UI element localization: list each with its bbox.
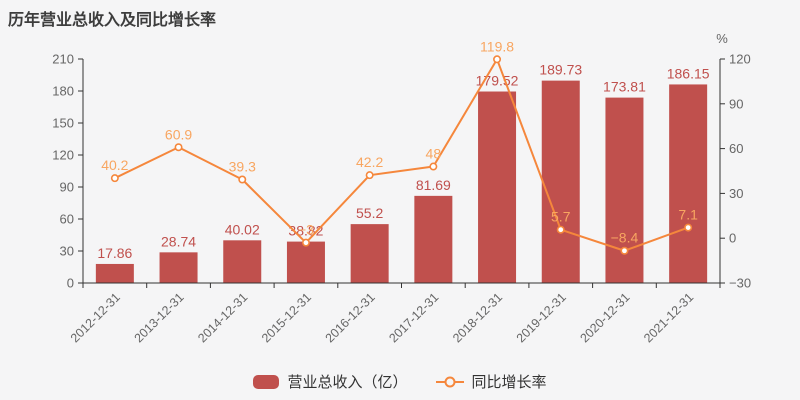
growth-point: [301, 238, 310, 247]
point-value-label: 39.3: [229, 159, 256, 175]
x-axis-label: 2012-12-31: [68, 290, 123, 345]
revenue-bar: [286, 241, 325, 283]
x-axis-label: 2013-12-31: [132, 290, 187, 345]
revenue-bar: [605, 97, 644, 284]
revenue-bar: [541, 80, 580, 283]
revenue-bar: [223, 240, 262, 283]
chart-title: 历年营业总收入及同比增长率: [8, 12, 217, 29]
growth-point: [238, 175, 247, 184]
x-axis-label: 2017-12-31: [386, 290, 441, 345]
left-axis-tick-label: 60: [60, 212, 74, 227]
right-axis-tick-label: 30: [729, 186, 743, 201]
right-axis-unit: %: [716, 31, 728, 46]
left-axis-tick-label: 210: [52, 52, 74, 67]
growth-point: [174, 143, 183, 152]
growth-point: [493, 55, 502, 64]
legend-label-growth: 同比增长率: [471, 374, 547, 391]
legend-item-growth[interactable]: 同比增长率: [435, 371, 547, 392]
bar-value-label: 173.81: [603, 79, 646, 95]
point-value-label: 7.1: [678, 207, 698, 223]
point-value-label: 5.7: [551, 209, 571, 225]
point-value-label: −3: [298, 222, 314, 238]
left-axis-tick-label: 30: [60, 244, 74, 259]
point-value-label: 42.2: [356, 154, 383, 170]
growth-point: [684, 223, 693, 232]
x-axis-label: 2018-12-31: [450, 290, 505, 345]
bar-value-label: 55.2: [356, 205, 383, 221]
revenue-bar: [350, 224, 389, 283]
growth-point: [429, 162, 438, 171]
right-axis-tick-label: 90: [729, 96, 743, 111]
bar-value-label: 81.69: [416, 177, 451, 193]
line-swatch-circle: [444, 376, 455, 387]
x-axis-label: 2019-12-31: [514, 290, 569, 345]
growth-line: [114, 58, 689, 252]
left-axis-tick-label: 120: [52, 148, 74, 163]
point-value-label: −8.4: [611, 230, 639, 246]
bar-value-label: 40.02: [225, 221, 260, 237]
right-axis-tick-label: 120: [729, 52, 751, 67]
point-value-label: 60.9: [165, 126, 192, 142]
growth-point: [556, 225, 565, 234]
x-axis-label: 2020-12-31: [577, 290, 632, 345]
bar-value-label: 17.86: [97, 245, 132, 261]
left-axis-tick-label: 90: [60, 180, 74, 195]
right-axis-tick-label: −30: [729, 276, 751, 291]
line-swatch-icon: [435, 376, 464, 388]
x-axis-label: 2021-12-31: [641, 290, 696, 345]
growth-point: [110, 174, 119, 183]
left-axis-tick-label: 150: [52, 116, 74, 131]
point-value-label: 119.8: [480, 38, 514, 54]
x-axis-label: 2015-12-31: [259, 290, 314, 345]
left-axis-tick-label: 180: [52, 84, 74, 99]
legend-label-revenue: 营业总收入（亿）: [287, 374, 408, 391]
point-value-label: 40.2: [101, 157, 128, 173]
revenue-bar: [159, 252, 198, 283]
growth-point: [620, 246, 629, 255]
right-axis-tick-label: 60: [729, 141, 743, 156]
x-axis-label: 2016-12-31: [323, 290, 378, 345]
bar-value-label: 189.73: [539, 62, 582, 78]
bar-swatch-icon: [253, 374, 280, 389]
bar-value-label: 186.15: [667, 65, 710, 81]
right-axis-tick-label: 0: [729, 231, 736, 246]
revenue-bar: [95, 263, 134, 283]
chart-legend: 营业总收入（亿） 同比增长率: [0, 371, 800, 392]
growth-point: [365, 171, 374, 180]
revenue-bar: [669, 84, 708, 283]
revenue-bar: [414, 195, 453, 283]
revenue-bar: [478, 91, 517, 284]
x-axis-label: 2014-12-31: [195, 290, 250, 345]
left-axis-tick-label: 0: [67, 276, 74, 291]
legend-item-revenue[interactable]: 营业总收入（亿）: [253, 371, 408, 392]
bar-value-label: 28.74: [161, 233, 196, 249]
point-value-label: 48: [426, 146, 442, 162]
